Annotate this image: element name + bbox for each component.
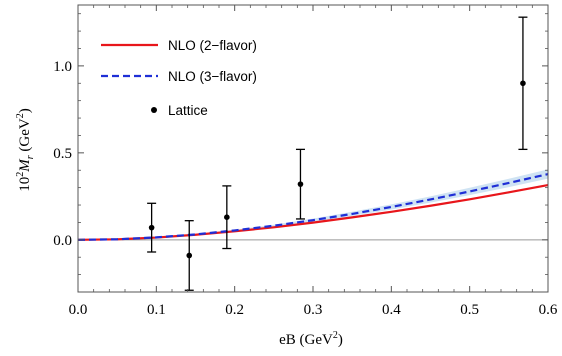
lattice-point-0 [147,202,157,253]
y-tick-label-1: 0.5 [53,146,72,162]
lattice-point-2 [222,185,232,250]
x-tick-label-3: 0.3 [304,302,323,318]
lattice-point-4 [518,16,528,151]
y-tick-label-2: 1.0 [53,59,72,75]
lattice-point-3 [295,148,305,220]
legend-marker-lattice [151,107,157,113]
data-point-4 [520,80,526,87]
plot-frame [77,4,549,293]
y-axis-title: 102Mr (GeV2) [15,108,36,191]
lattice-points [147,16,528,291]
legend-label-nlo-2flavor: NLO (2−flavor) [168,38,257,53]
legend-label-lattice: Lattice [168,103,208,118]
y-tick-label-0: 0.0 [53,233,72,249]
data-point-2 [224,214,230,221]
data-point-3 [297,181,304,187]
x-tick-label-4: 0.4 [382,302,401,318]
x-tick-label-5: 0.5 [460,302,479,318]
series-line-nlo-3flavor [77,172,549,241]
x-axis-title: eB (GeV2) [279,330,343,348]
nlo-3flavor-uncertainty-band [78,169,548,240]
data-point-1 [186,252,193,259]
x-tick-label-0: 0.0 [69,302,88,318]
axis-ticks [77,5,549,293]
x-tick-label-1: 0.1 [147,302,166,318]
x-tick-label-2: 0.2 [225,302,244,318]
data-point-0 [148,224,155,231]
x-tick-label-6: 0.6 [539,302,558,318]
plot-area [77,4,549,293]
lattice-point-1 [184,220,194,291]
legend-label-nlo-3flavor: NLO (3−flavor) [168,69,257,84]
legend: NLO (2−flavor) NLO (3−flavor) Lattice [101,38,257,118]
